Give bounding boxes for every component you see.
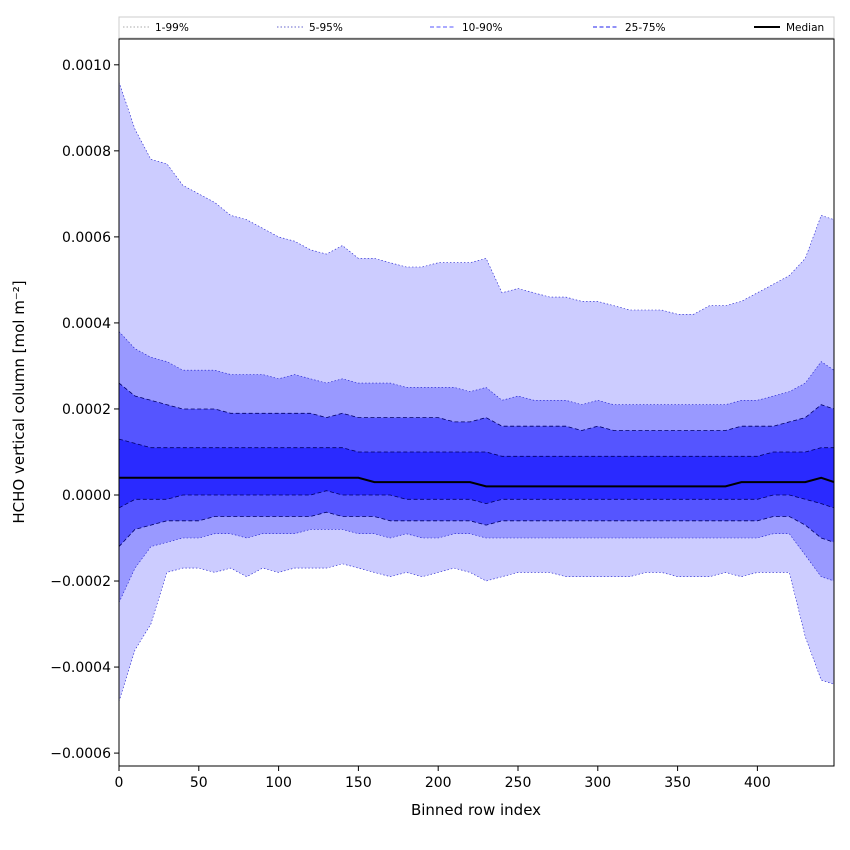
- band-10-90-upper-line: [119, 382, 834, 431]
- y-tick-label: −0.0006: [50, 746, 111, 762]
- band-5-95-lower-line: [119, 529, 834, 603]
- x-tick-label: 400: [744, 775, 771, 791]
- legend: 1-99% 5-95% 10-90% 25-75% Median: [118, 16, 835, 39]
- x-tick-label: 150: [345, 775, 372, 791]
- legend-label-5-95: 5-95%: [309, 22, 343, 34]
- median-line: [119, 476, 834, 488]
- median-layer: [119, 476, 834, 488]
- y-tick-label: 0.0002: [62, 402, 111, 418]
- band-5-95-upper-line: [119, 331, 834, 406]
- y-tick-label: 0.0010: [62, 58, 111, 74]
- x-tick-label: 100: [265, 775, 292, 791]
- legend-label-1-99: 1-99%: [155, 22, 189, 34]
- y-tick-label: 0.0000: [62, 488, 111, 504]
- band-1-99-lower-line: [119, 563, 834, 702]
- legend-label-10-90: 10-90%: [462, 22, 503, 34]
- legend-label-median: Median: [786, 22, 824, 34]
- x-tick-label: 350: [664, 775, 691, 791]
- x-tick-label: 0: [115, 775, 124, 791]
- y-tick-label: 0.0004: [62, 316, 111, 332]
- band-1-99-upper-line: [119, 81, 834, 315]
- legend-label-25-75: 25-75%: [625, 22, 666, 34]
- legend-box: [118, 16, 835, 39]
- y-tick-label: −0.0004: [50, 660, 111, 676]
- plot-frame: [118, 38, 835, 767]
- x-tick-label: 250: [505, 775, 532, 791]
- y-axis-title: HCHO vertical column [mol m⁻²]: [10, 280, 28, 523]
- x-axis-title: Binned row index: [411, 801, 541, 819]
- x-tick-label: 300: [584, 775, 611, 791]
- y-tick-label: 0.0008: [62, 144, 111, 160]
- y-axis-ticks: −0.0006 −0.0004 −0.0002 0.0000 0.0002 0.0004 0…: [50, 58, 119, 762]
- percentile-bands: [119, 81, 834, 702]
- x-tick-label: 50: [190, 775, 208, 791]
- x-axis-ticks: 0 50 100 150 200 250 300 350 400: [115, 766, 771, 791]
- y-tick-label: 0.0006: [62, 230, 111, 246]
- band-25-75: [119, 439, 834, 508]
- band-25-75-upper-line: [119, 438, 834, 457]
- x-tick-label: 200: [425, 775, 452, 791]
- y-tick-label: −0.0002: [50, 574, 111, 590]
